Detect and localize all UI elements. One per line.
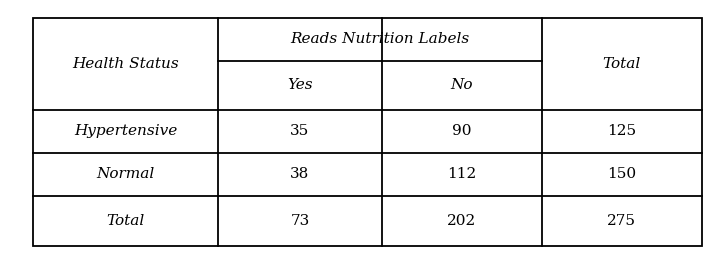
Text: 202: 202: [447, 214, 476, 228]
Text: Hypertensive: Hypertensive: [73, 124, 177, 139]
Text: 38: 38: [290, 167, 310, 181]
Bar: [33, 18, 702, 246]
Text: 35: 35: [290, 124, 310, 139]
Text: 73: 73: [290, 214, 310, 228]
Text: No: No: [451, 78, 473, 92]
Text: Yes: Yes: [287, 78, 313, 92]
Text: Total: Total: [106, 214, 145, 228]
Text: 150: 150: [607, 167, 636, 181]
Text: 275: 275: [607, 214, 636, 228]
Text: 90: 90: [452, 124, 471, 139]
Text: Health Status: Health Status: [72, 57, 179, 71]
Text: 125: 125: [607, 124, 636, 139]
Text: Total: Total: [603, 57, 640, 71]
Text: Reads Nutrition Labels: Reads Nutrition Labels: [290, 32, 470, 47]
Text: 112: 112: [447, 167, 476, 181]
Text: Normal: Normal: [96, 167, 155, 181]
